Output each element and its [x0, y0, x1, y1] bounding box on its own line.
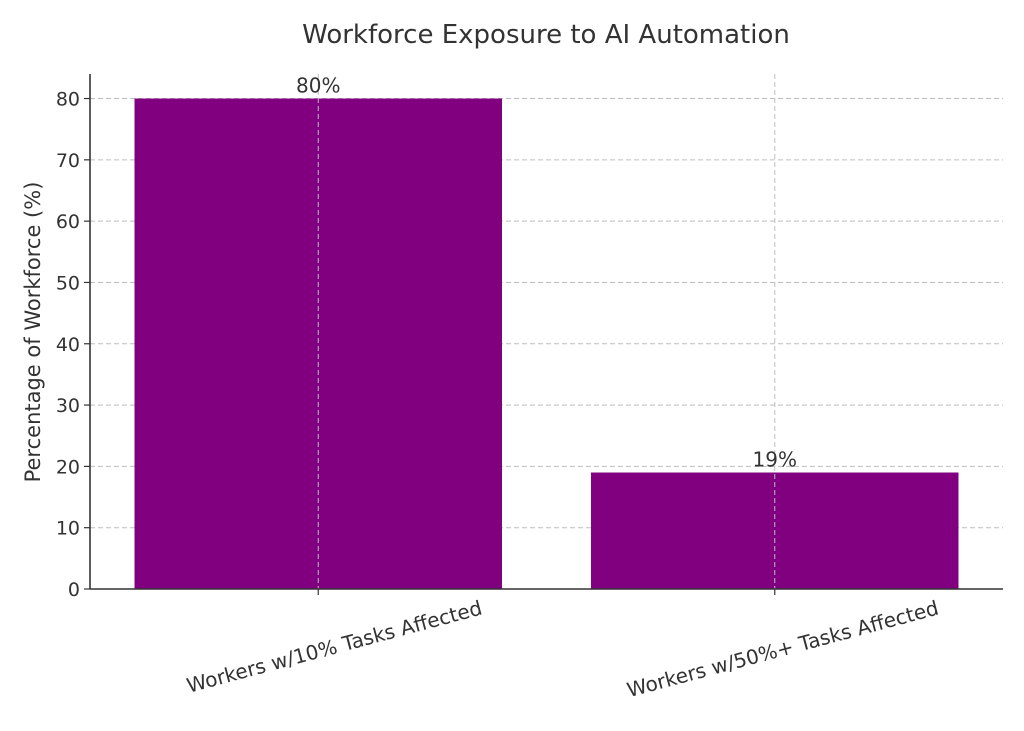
chart-title: Workforce Exposure to AI Automation: [302, 20, 790, 50]
y-tick-label: 20: [56, 456, 80, 478]
y-tick-label: 30: [56, 395, 80, 417]
y-tick-label: 10: [56, 518, 80, 540]
x-tick-labels: Workers w/10% Tasks Affected Workers w/50…: [184, 589, 941, 702]
vertical-grid-lines: [317, 74, 776, 589]
x-tick-label: Workers w/10% Tasks Affected: [184, 596, 485, 698]
data-labels: 80% 19%: [296, 74, 797, 472]
y-tick-label: 70: [56, 150, 80, 172]
y-tick-label: 60: [56, 211, 80, 233]
y-tick-label: 80: [56, 89, 80, 111]
data-label: 19%: [753, 448, 797, 472]
y-tick-label: 0: [68, 579, 80, 601]
x-tick-label: Workers w/50%+ Tasks Affected: [624, 596, 941, 702]
data-label: 80%: [296, 74, 340, 98]
y-axis-label: Percentage of Workforce (%): [21, 182, 45, 483]
y-tick-label: 40: [56, 334, 80, 356]
y-ticks: 0 10 20 30 40 50 60 70 80: [56, 89, 90, 601]
y-tick-label: 50: [56, 272, 80, 294]
